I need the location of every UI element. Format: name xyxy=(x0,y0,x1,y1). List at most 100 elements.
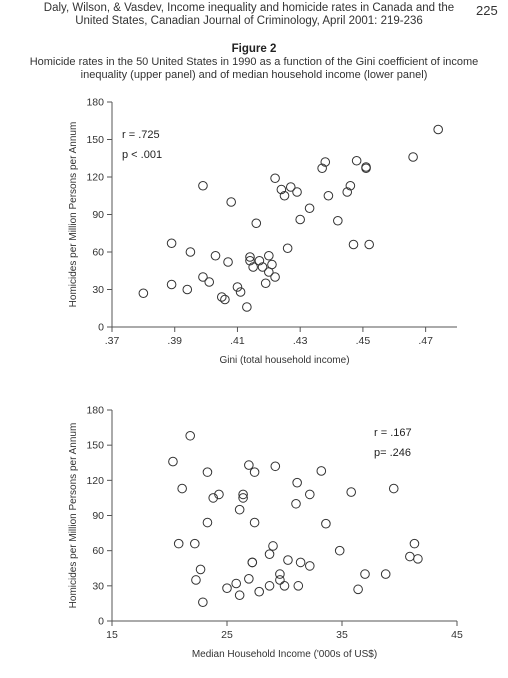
data-point xyxy=(204,277,215,287)
data-point xyxy=(234,504,245,515)
data-point xyxy=(351,155,362,166)
y-tick-label: 150 xyxy=(86,440,104,452)
data-point xyxy=(413,554,423,564)
data-point xyxy=(202,517,213,528)
data-point xyxy=(405,551,415,562)
data-point xyxy=(270,272,280,282)
data-point xyxy=(185,430,195,441)
x-tick-label: .47 xyxy=(418,335,433,347)
income-scatter-chart: 0 30 60 90 120 150 180 15 25 35 45 Median Household… xyxy=(68,405,463,661)
data-point xyxy=(323,190,334,201)
data-point xyxy=(276,184,287,195)
y-tick-label: 0 xyxy=(98,616,104,628)
x-tick-label: 35 xyxy=(336,629,348,641)
gini-scatter-chart: 0 30 60 90 120 150 180 .37 .39 .41 .43 .45 .47 Gini (… xyxy=(68,97,457,366)
data-point xyxy=(257,262,268,272)
correlation-stat: p= .246 xyxy=(374,447,411,459)
data-point xyxy=(244,574,254,584)
y-axis-title: Homicides per Million Persons per Annum xyxy=(68,423,79,609)
data-point xyxy=(360,569,370,579)
data-point xyxy=(138,288,149,299)
data-point xyxy=(268,541,278,551)
citation-header: Daly, Wilson, & Vasdev, Income inequalit… xyxy=(43,2,455,27)
data-point xyxy=(267,259,277,270)
data-point xyxy=(345,180,356,191)
data-point xyxy=(244,460,254,470)
data-point xyxy=(185,247,196,257)
data-point xyxy=(270,173,280,184)
y-tick-label: 180 xyxy=(86,405,104,417)
data-point xyxy=(245,252,255,262)
y-tick-label: 60 xyxy=(92,247,104,259)
data-point xyxy=(264,581,275,591)
data-point xyxy=(248,262,258,272)
data-point xyxy=(254,255,265,266)
data-point xyxy=(226,197,236,207)
y-tick-label: 120 xyxy=(86,172,104,184)
figure-caption: Homicide rates in the 50 United States i… xyxy=(29,56,479,81)
x-tick-label: .43 xyxy=(293,335,308,347)
data-point xyxy=(292,477,302,488)
data-point xyxy=(234,590,245,601)
data-point xyxy=(334,545,345,556)
data-point xyxy=(249,467,260,477)
y-tick-label: 30 xyxy=(92,284,104,296)
data-point xyxy=(208,493,218,503)
data-point xyxy=(254,586,265,597)
data-point xyxy=(220,294,230,305)
data-point xyxy=(216,292,227,302)
data-point xyxy=(190,538,200,549)
data-point xyxy=(321,518,331,529)
x-axis-title: Gini (total household income) xyxy=(219,355,349,366)
data-point xyxy=(168,456,178,467)
data-point xyxy=(320,157,331,167)
data-point xyxy=(238,493,248,503)
x-tick-label: .45 xyxy=(356,335,371,347)
data-point xyxy=(346,487,357,497)
data-point xyxy=(364,239,374,250)
data-point xyxy=(291,498,301,509)
y-tick-label: 180 xyxy=(86,97,104,109)
x-tick-label: 15 xyxy=(106,629,118,641)
data-point xyxy=(210,250,221,261)
data-point xyxy=(283,555,293,565)
y-tick-label: 60 xyxy=(92,545,104,557)
data-point xyxy=(305,561,315,571)
correlation-stat: r = .725 xyxy=(122,129,160,141)
x-tick-label: .37 xyxy=(105,335,120,347)
data-point xyxy=(214,489,224,500)
data-point xyxy=(295,557,306,568)
y-tick-label: 120 xyxy=(86,475,104,487)
data-point xyxy=(317,163,327,174)
data-point xyxy=(222,583,232,593)
data-point xyxy=(177,483,187,494)
data-point xyxy=(295,214,305,225)
data-point xyxy=(388,483,399,494)
y-tick-label: 90 xyxy=(92,209,104,221)
data-point xyxy=(293,581,304,591)
data-point xyxy=(408,152,418,162)
data-point xyxy=(260,278,271,289)
data-point xyxy=(245,255,255,266)
data-point xyxy=(270,461,281,472)
data-point xyxy=(264,250,274,261)
y-tick-label: 30 xyxy=(92,580,104,592)
data-point xyxy=(247,557,258,568)
data-point xyxy=(342,187,353,197)
y-axis-title: Homicides per Million Persons per Annum xyxy=(68,122,79,308)
data-point xyxy=(198,272,208,282)
data-point xyxy=(285,182,296,192)
y-tick-label: 0 xyxy=(98,322,104,334)
correlation-stat: r = .167 xyxy=(374,427,412,439)
data-point xyxy=(166,279,177,290)
data-point xyxy=(333,215,343,226)
figure-title: Figure 2 xyxy=(231,43,277,55)
data-point xyxy=(249,517,260,528)
data-point xyxy=(251,218,262,229)
data-point xyxy=(235,287,246,297)
data-point xyxy=(223,257,233,267)
y-tick-label: 90 xyxy=(92,510,104,522)
data-point xyxy=(348,239,359,250)
data-point xyxy=(275,569,285,579)
page-number: 225 xyxy=(476,3,498,18)
